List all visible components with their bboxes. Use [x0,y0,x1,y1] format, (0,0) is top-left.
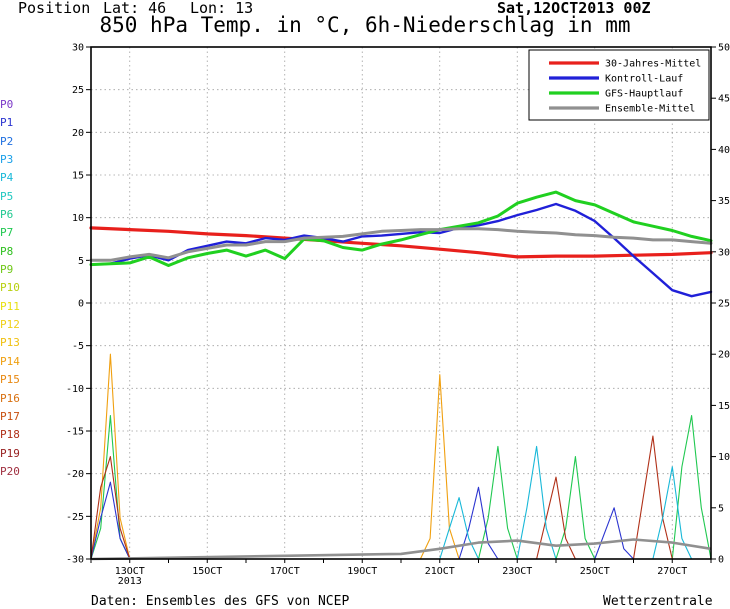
precip-series-p18 [90,435,673,560]
member-list: P0 P1 P2 P3 P4 P5 P6 P7 P8 P9 P10 P11 P12 P13 P14 P15 P1… [0,96,30,481]
member-label-p1: P1 [0,116,14,130]
left-tick-label: 10 [72,213,84,224]
x-tick-label: 15OCT [192,566,222,577]
member-label-p7: P7 [0,226,14,240]
chart-title: 850 hPa Temp. in °C, 6h-Niederschlag in … [99,13,631,37]
member-label-p4: P4 [0,171,14,185]
right-tick-label: 40 [718,145,730,156]
legend-label-3: Ensemble-Mittel [605,104,695,115]
right-tick-label: 20 [718,350,730,361]
member-label-p14: P14 [0,354,20,368]
right-tick-label: 30 [718,247,730,258]
right-tick-label: 0 [718,555,724,566]
right-tick-label: 5 [718,503,724,514]
member-label-p12: P12 [0,318,20,332]
left-tick-label: -25 [66,512,84,523]
position-label: Position [18,0,91,17]
member-label-p11: P11 [0,299,20,313]
left-tick-label: 15 [72,171,84,182]
x-tick-label: 17OCT [270,566,300,577]
member-label-p10: P10 [0,281,20,295]
x-tick-label: 25OCT [580,566,610,577]
member-label-p16: P16 [0,391,20,405]
member-label-p5: P5 [0,189,14,203]
temp-series-mean [89,227,713,262]
x-tick-label: 19OCT [347,566,377,577]
temp-series-climate [89,226,713,259]
precip-series-p1 [90,481,634,560]
left-tick-label: -20 [66,469,84,480]
member-label-p17: P17 [0,409,20,423]
brand-name: Wetterzentrale [603,594,713,609]
precip-series-p4 [91,445,693,560]
left-tick-label: -10 [66,384,84,395]
member-label-p2: P2 [0,134,14,148]
legend-label-0: 30-Jahres-Mittel [605,59,701,70]
member-label-p19: P19 [0,446,20,460]
right-tick-label: 35 [718,196,730,207]
member-label-p6: P6 [0,208,14,222]
left-tick-label: -30 [66,555,84,566]
temp-series-gfs [89,190,713,267]
right-tick-label: 15 [718,401,730,412]
left-tick-label: 0 [78,299,84,310]
x-tick-label: 27OCT [657,566,687,577]
run-date: Sat,12OCT2013 00Z [497,0,651,17]
member-label-p20: P20 [0,464,20,478]
x-tick-year: 2013 [118,576,142,587]
left-tick-label: 30 [72,43,84,54]
left-tick-label: 25 [72,85,84,96]
member-label-p0: P0 [0,98,14,111]
longitude: Lon: 13 [190,0,254,17]
left-tick-label: 5 [78,256,84,267]
legend-label-2: GFS-Hauptlauf [605,89,683,100]
member-label-p8: P8 [0,244,14,258]
plot-area [91,47,711,559]
x-tick-label: 21OCT [425,566,455,577]
right-tick-label: 45 [718,94,730,105]
member-label-p3: P3 [0,153,14,167]
data-source: Daten: Ensembles des GFS von NCEP [91,594,350,609]
latitude: Lat: 46 [103,0,167,17]
plot-frame [90,46,712,560]
right-tick-label: 50 [718,43,730,54]
left-tick-label: 20 [72,128,84,139]
temp-series-control [89,202,713,298]
x-tick-label: 13OCT [115,566,145,577]
left-tick-label: -15 [66,427,84,438]
precip-series-mean [90,538,712,561]
member-label-p18: P18 [0,428,20,442]
member-label-p9: P9 [0,263,14,277]
member-label-p13: P13 [0,336,20,350]
right-tick-label: 25 [718,299,730,310]
legend-label-1: Kontroll-Lauf [605,74,683,85]
right-tick-label: 10 [718,452,730,463]
member-label-p15: P15 [0,373,20,387]
x-tick-label: 23OCT [502,566,532,577]
left-tick-label: -5 [72,341,84,352]
